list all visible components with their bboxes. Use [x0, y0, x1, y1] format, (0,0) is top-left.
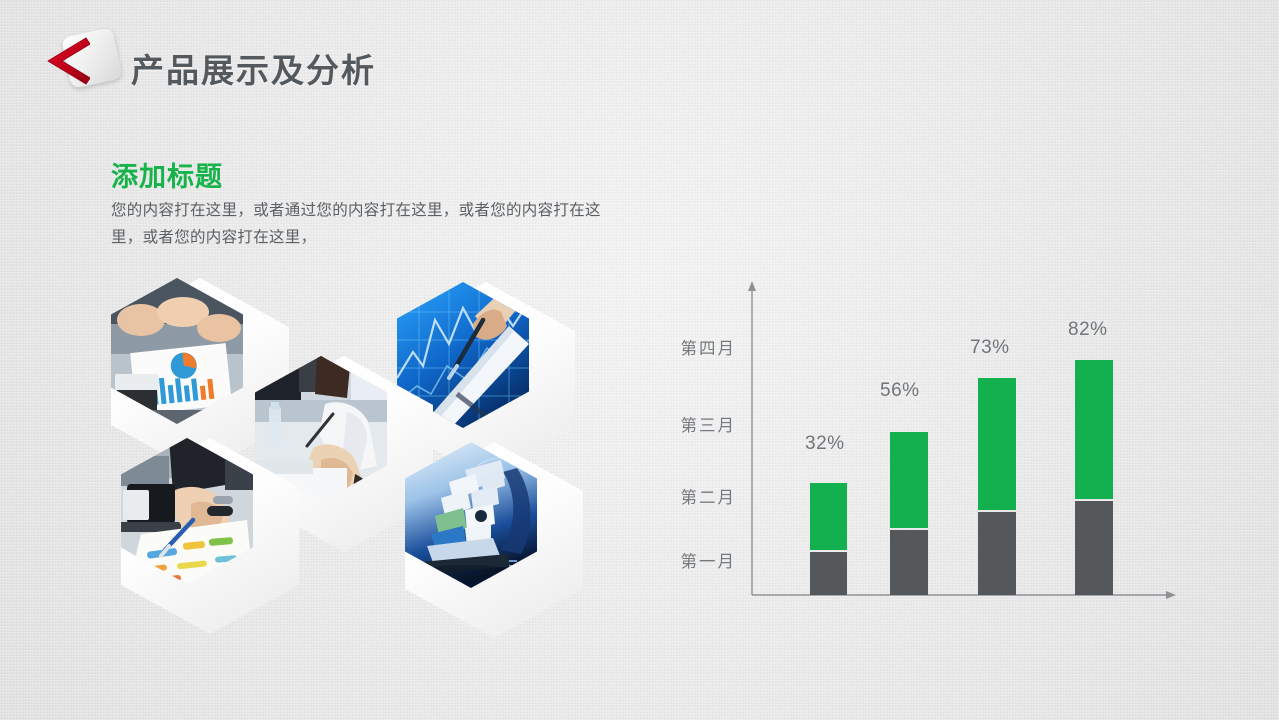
hexagon-item-4[interactable] — [121, 438, 299, 634]
hex-photo-signing-blue-graph — [397, 282, 529, 428]
hexagon-item-5[interactable] — [405, 442, 583, 638]
chevron-left-icon — [47, 37, 90, 85]
bar-2-value-label: 56% — [880, 380, 920, 401]
bar-3-growth-segment — [978, 378, 1016, 510]
stacked-bar-chart: 第四月 第三月 第二月 第一月 32% 56% 73% 82% — [640, 275, 1200, 620]
bar-2-base-segment — [890, 530, 928, 595]
y-axis-tick-label-4: 第四月 — [680, 340, 736, 358]
bar-4-base-segment — [1075, 501, 1113, 595]
bar-4-value-label: 82% — [1068, 319, 1108, 340]
section-body-text: 您的内容打在这里，或者通过您的内容打在这里，或者您的内容打在这里，或者您的内容打… — [111, 202, 601, 246]
hexagon-item-1[interactable] — [111, 278, 289, 474]
section-title: 添加标题 — [111, 162, 223, 192]
hexagon-item-2[interactable] — [397, 282, 575, 478]
chart-axes — [748, 281, 1176, 599]
page-title: 产品展示及分析 — [131, 52, 376, 89]
bar-1-value-label: 32% — [805, 433, 845, 454]
bar-3-base-segment — [978, 512, 1016, 595]
bar-3-value-label: 73% — [970, 337, 1010, 358]
y-axis-tick-label-2: 第二月 — [680, 489, 736, 507]
bar-1-growth-segment — [810, 483, 847, 550]
bar-1-base-segment — [810, 552, 847, 595]
hexagon-image-cluster — [105, 278, 625, 638]
logo-mark — [44, 27, 123, 96]
slide-header: 产品展示及分析 — [0, 0, 1279, 120]
hexagon-item-3[interactable] — [255, 356, 433, 552]
y-axis-tick-label-1: 第一月 — [680, 553, 736, 571]
y-axis-tick-label-3: 第三月 — [680, 417, 736, 435]
bar-4-growth-segment — [1075, 360, 1113, 499]
bar-2-growth-segment — [890, 432, 928, 528]
